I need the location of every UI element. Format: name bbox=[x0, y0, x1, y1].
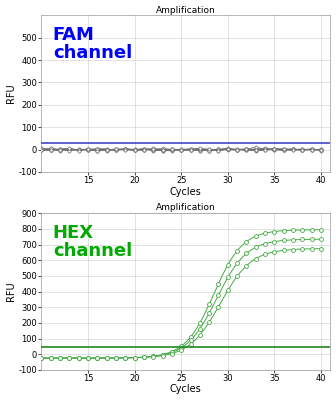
X-axis label: Cycles: Cycles bbox=[170, 384, 202, 394]
Y-axis label: RFU: RFU bbox=[6, 84, 15, 104]
Text: HEX
channel: HEX channel bbox=[53, 224, 132, 260]
Title: Amplification: Amplification bbox=[156, 6, 216, 14]
Text: FAM
channel: FAM channel bbox=[53, 26, 132, 62]
Y-axis label: RFU: RFU bbox=[6, 282, 15, 301]
Title: Amplification: Amplification bbox=[156, 204, 216, 212]
X-axis label: Cycles: Cycles bbox=[170, 186, 202, 196]
